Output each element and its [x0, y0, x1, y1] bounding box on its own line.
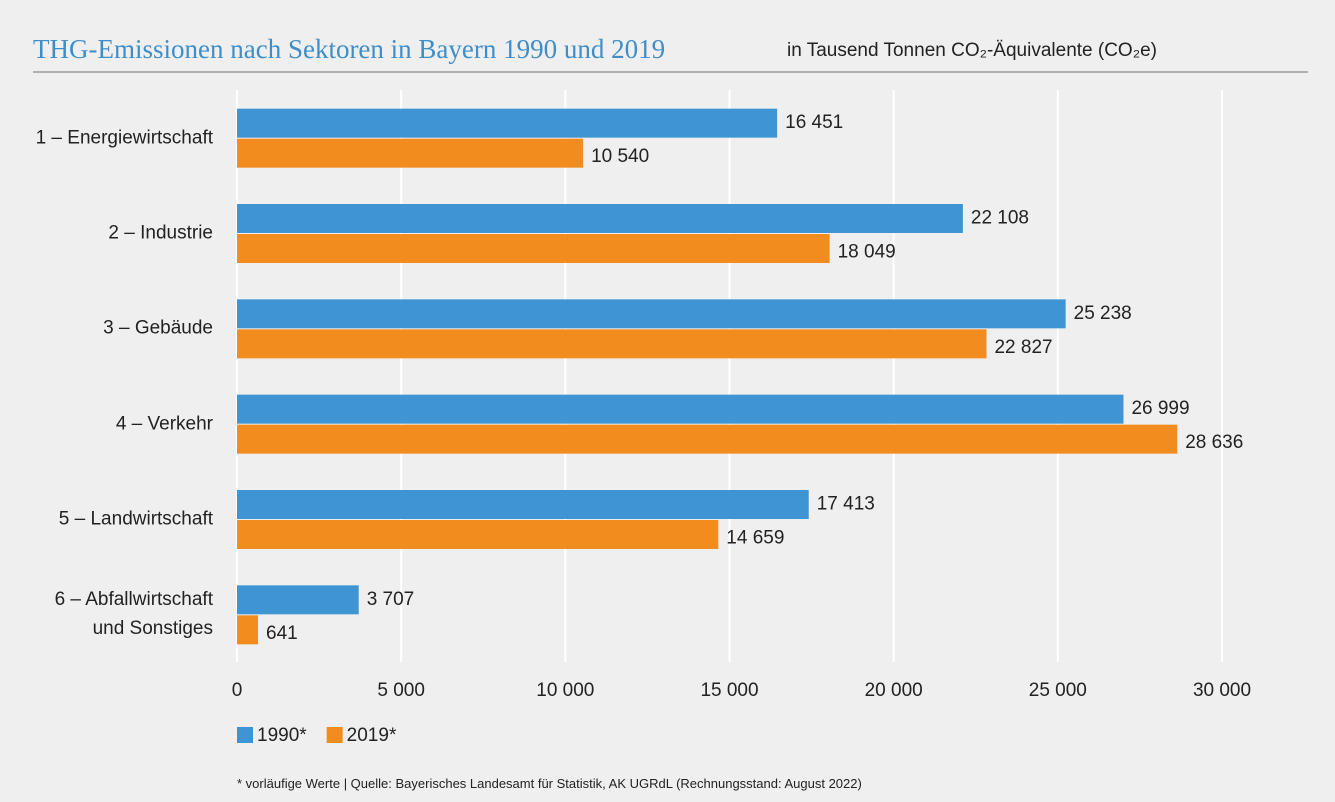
value-label: 18 049 — [838, 242, 896, 263]
y-tick-label: 6 – Abfallwirtschaft und Sonstiges — [54, 589, 213, 640]
bar — [237, 585, 359, 615]
value-label: 10 540 — [591, 146, 649, 167]
value-label: 16 451 — [785, 112, 843, 133]
x-tick-label: 5 000 — [377, 680, 425, 701]
y-tick-label: 5 – Landwirtschaft — [58, 508, 213, 530]
legend-label: 1990* — [257, 725, 307, 746]
bar — [237, 615, 259, 645]
bar — [237, 424, 1178, 454]
y-tick-label: 2 – Industrie — [108, 222, 213, 244]
value-label: 17 413 — [817, 494, 875, 515]
chart-title: THG-Emissionen nach Sektoren in Bayern 1… — [33, 34, 666, 64]
value-label: 14 659 — [726, 528, 784, 549]
bar — [237, 520, 719, 549]
value-label: 28 636 — [1185, 432, 1243, 453]
bar — [237, 204, 963, 233]
bar — [237, 394, 1124, 424]
value-label: 22 827 — [994, 337, 1052, 358]
y-tick-label: 1 – Energiewirtschaft — [35, 127, 213, 149]
legend-swatch — [326, 727, 343, 743]
x-tick-label: 0 — [232, 680, 243, 701]
bar — [237, 108, 778, 138]
value-label: 3 707 — [367, 589, 415, 610]
y-tick-label: 3 – Gebäude — [103, 317, 213, 339]
legend-swatch — [237, 727, 253, 743]
value-label: 26 999 — [1131, 398, 1189, 419]
value-label: 22 108 — [971, 208, 1029, 229]
bar — [237, 234, 830, 263]
value-label: 641 — [266, 623, 298, 644]
value-label: 25 238 — [1074, 303, 1132, 324]
chart-subtitle: in Tausend Tonnen CO₂-Äquivalente (CO₂e) — [787, 40, 1157, 61]
x-tick-label: 30 000 — [1193, 680, 1251, 701]
bar — [237, 138, 584, 168]
bar — [237, 329, 987, 359]
x-tick-label: 10 000 — [536, 680, 594, 701]
bar — [237, 490, 809, 519]
x-tick-label: 20 000 — [865, 680, 923, 701]
bar — [237, 299, 1066, 329]
footnote: * vorläufige Werte | Quelle: Bayerisches… — [237, 776, 862, 791]
legend-label: 2019* — [347, 725, 397, 746]
x-tick-label: 25 000 — [1029, 680, 1087, 701]
x-tick-label: 15 000 — [700, 680, 758, 701]
y-tick-label: 4 – Verkehr — [115, 413, 213, 435]
